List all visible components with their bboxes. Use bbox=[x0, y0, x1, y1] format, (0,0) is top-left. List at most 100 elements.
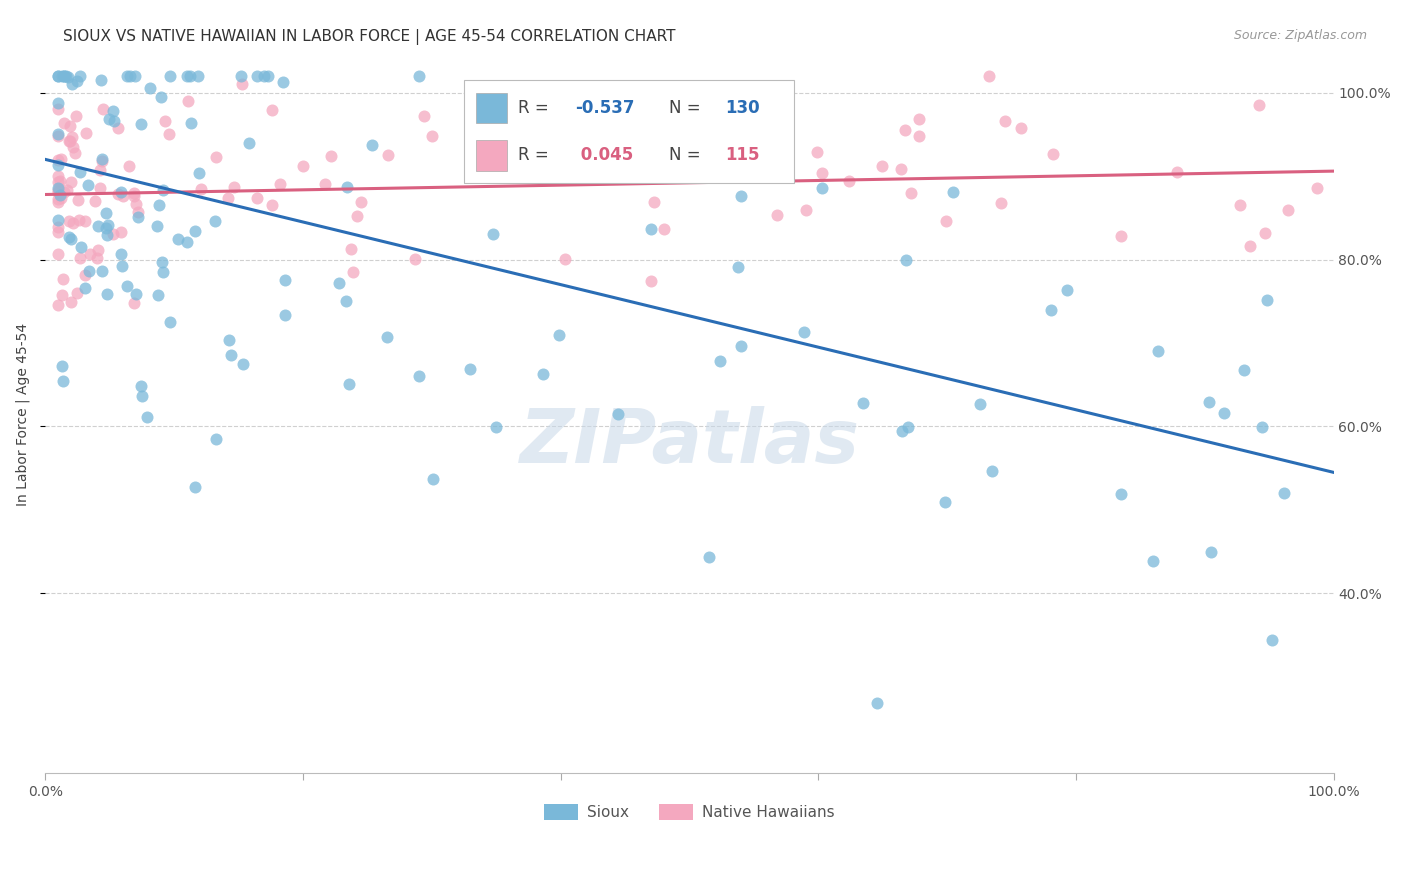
Point bbox=[852, 396, 875, 410]
Point bbox=[204, 433, 226, 447]
Point bbox=[420, 128, 443, 143]
Point bbox=[115, 69, 138, 83]
Point bbox=[1254, 226, 1277, 240]
Point bbox=[91, 103, 114, 117]
Point bbox=[53, 185, 76, 199]
Point bbox=[111, 189, 134, 203]
Point bbox=[48, 225, 70, 239]
Point bbox=[120, 69, 142, 83]
Point bbox=[51, 287, 73, 301]
Point bbox=[1256, 293, 1278, 307]
Point bbox=[69, 69, 91, 83]
Point bbox=[1198, 395, 1220, 409]
Point bbox=[52, 374, 75, 388]
Point bbox=[148, 288, 170, 302]
Point bbox=[146, 219, 169, 233]
Point bbox=[62, 140, 84, 154]
Point bbox=[110, 185, 132, 199]
Point bbox=[179, 69, 201, 83]
Y-axis label: In Labor Force | Age 45-54: In Labor Force | Age 45-54 bbox=[15, 322, 30, 506]
Point bbox=[548, 328, 571, 343]
Point bbox=[48, 180, 70, 194]
Point bbox=[51, 69, 73, 83]
Point bbox=[129, 116, 152, 130]
Text: 130: 130 bbox=[725, 99, 759, 117]
Point bbox=[866, 697, 889, 711]
Point bbox=[336, 180, 359, 194]
Point bbox=[49, 188, 72, 202]
Point bbox=[129, 378, 152, 392]
Point bbox=[319, 149, 342, 163]
Point bbox=[188, 166, 211, 180]
Point bbox=[86, 219, 108, 233]
Point bbox=[184, 224, 207, 238]
Point bbox=[219, 348, 242, 362]
Point bbox=[101, 104, 124, 119]
Point bbox=[94, 221, 117, 235]
Point bbox=[48, 96, 70, 111]
Point bbox=[328, 276, 350, 290]
Point bbox=[56, 70, 79, 84]
Point bbox=[69, 251, 91, 265]
Point bbox=[48, 158, 70, 172]
Point bbox=[274, 273, 297, 287]
Point bbox=[408, 369, 430, 384]
Point bbox=[481, 227, 503, 241]
Text: N =: N = bbox=[669, 99, 700, 117]
Point bbox=[1213, 406, 1236, 420]
Point bbox=[422, 472, 444, 486]
Point bbox=[1142, 553, 1164, 567]
Point bbox=[907, 112, 929, 127]
Point bbox=[666, 162, 689, 177]
Point bbox=[91, 154, 114, 169]
Point bbox=[870, 159, 893, 173]
Point bbox=[314, 177, 336, 191]
Point bbox=[58, 230, 80, 244]
Point bbox=[159, 315, 181, 329]
Point bbox=[122, 296, 145, 310]
Bar bbox=[475, 93, 508, 123]
Point bbox=[118, 159, 141, 173]
Point bbox=[765, 208, 787, 222]
Point bbox=[339, 377, 361, 392]
Point bbox=[127, 211, 149, 225]
Point bbox=[73, 281, 96, 295]
Point bbox=[91, 264, 114, 278]
Point bbox=[697, 549, 720, 564]
Point bbox=[127, 205, 149, 219]
Point bbox=[346, 209, 368, 223]
Point bbox=[592, 96, 614, 111]
Point bbox=[125, 196, 148, 211]
Point bbox=[180, 116, 202, 130]
Point bbox=[693, 127, 716, 141]
Point bbox=[907, 129, 929, 144]
Text: SIOUX VS NATIVE HAWAIIAN IN LABOR FORCE | AGE 45-54 CORRELATION CHART: SIOUX VS NATIVE HAWAIIAN IN LABOR FORCE … bbox=[63, 29, 676, 45]
Point bbox=[262, 198, 284, 212]
Point bbox=[110, 247, 132, 261]
Point bbox=[256, 69, 278, 83]
Bar bbox=[475, 140, 508, 170]
Point bbox=[124, 69, 146, 83]
Point bbox=[48, 103, 70, 117]
Point bbox=[69, 165, 91, 179]
Point bbox=[607, 407, 630, 421]
Point bbox=[86, 251, 108, 265]
Point bbox=[1010, 121, 1032, 136]
Point bbox=[117, 278, 139, 293]
Point bbox=[245, 69, 267, 83]
Point bbox=[62, 130, 84, 145]
Point bbox=[375, 330, 398, 344]
Point bbox=[58, 134, 80, 148]
Point bbox=[404, 252, 426, 266]
Point bbox=[139, 81, 162, 95]
Text: N =: N = bbox=[669, 146, 700, 164]
Text: 0.045: 0.045 bbox=[575, 146, 633, 164]
Point bbox=[73, 268, 96, 282]
Text: R =: R = bbox=[519, 146, 550, 164]
Point bbox=[1056, 283, 1078, 297]
Point bbox=[537, 111, 560, 125]
Point bbox=[990, 195, 1012, 210]
Point bbox=[349, 195, 371, 210]
Point bbox=[574, 135, 596, 149]
Point bbox=[231, 78, 253, 92]
